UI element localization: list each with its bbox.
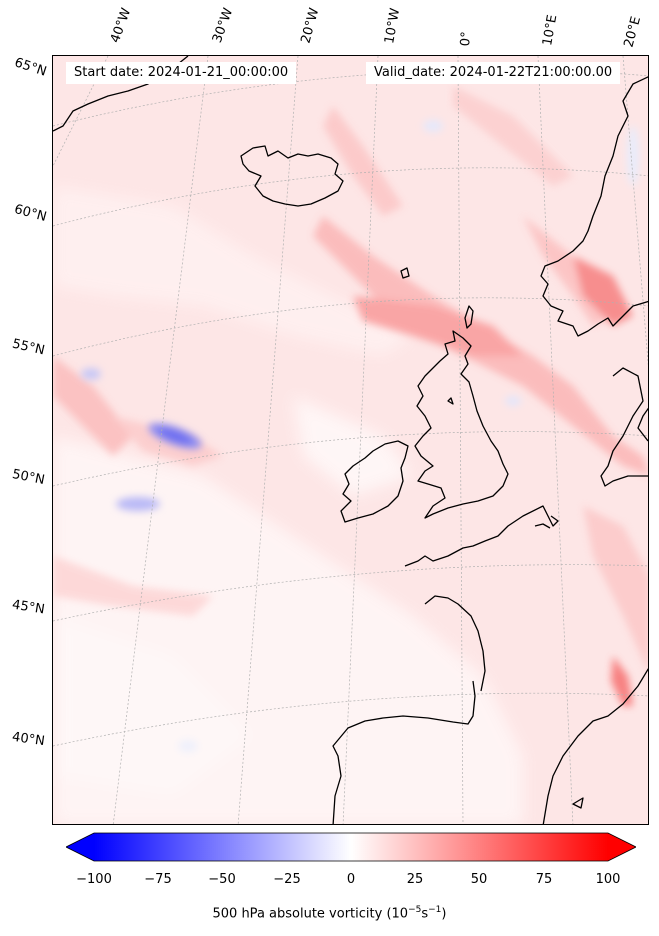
colorbar-tick: −100	[76, 872, 112, 887]
lon-label-10e: 10°E	[540, 13, 561, 47]
colorbar-tick: 75	[535, 872, 553, 887]
colorbar-gradient	[94, 833, 608, 861]
denmark-coast	[600, 367, 648, 487]
biscay-coast	[424, 595, 486, 692]
start-date-label: Start date: 2024-01-21_00:00:00	[66, 62, 297, 84]
map-canvas	[53, 56, 648, 824]
colorbar-tick: 50	[470, 872, 488, 887]
lat-label-65n: 65°N	[12, 55, 49, 80]
iceland-coast	[240, 145, 344, 207]
ireland-coast	[340, 440, 409, 523]
lon-label-40w: 40°W	[107, 6, 135, 45]
lat-label-55n: 55°N	[10, 336, 47, 359]
colorbar-label: 500 hPa absolute vorticity (10−5s−1)	[212, 905, 447, 922]
colorbar-tick: 0	[346, 872, 356, 887]
mediterranean-coast	[542, 668, 648, 824]
colorbar-tick: 100	[595, 872, 621, 887]
faroe-islands	[400, 267, 410, 279]
sweden-south-coast	[637, 407, 648, 442]
lat-label-40n: 40°N	[11, 729, 46, 750]
lon-label-0: 0°	[458, 30, 475, 47]
lat-label-60n: 60°N	[12, 202, 49, 225]
colorbar	[65, 832, 637, 862]
colorbar-tick: −50	[208, 872, 236, 887]
lat-label-50n: 50°N	[10, 467, 46, 488]
baltic-coast	[534, 523, 551, 529]
shetland-islands	[464, 305, 474, 329]
colorbar-extend-low	[66, 833, 94, 861]
colorbar-extend-high	[608, 833, 636, 861]
small-island-2	[572, 797, 584, 809]
lon-label-20w: 20°W	[298, 6, 323, 45]
vorticity-map	[52, 55, 649, 825]
lon-label-10w: 10°W	[382, 7, 404, 46]
lon-label-20e: 20°E	[621, 14, 645, 50]
valid-date-label: Valid_date: 2024-01-22T21:00:00.00	[366, 62, 621, 84]
colorbar-tick: −75	[144, 872, 172, 887]
map-gridlines	[53, 56, 648, 824]
great-britain-coast	[414, 330, 509, 519]
colorbar-tick: −25	[273, 872, 301, 887]
france-coast	[404, 505, 559, 567]
vorticity-low-areas	[53, 186, 523, 824]
small-island-1	[447, 397, 454, 405]
norway-coast	[540, 76, 648, 337]
lon-label-30w: 30°W	[209, 6, 237, 45]
colorbar-tick: 25	[406, 872, 424, 887]
iberia-coast	[332, 680, 476, 824]
colorbar-graphic	[65, 832, 637, 862]
lat-label-45n: 45°N	[11, 597, 46, 618]
